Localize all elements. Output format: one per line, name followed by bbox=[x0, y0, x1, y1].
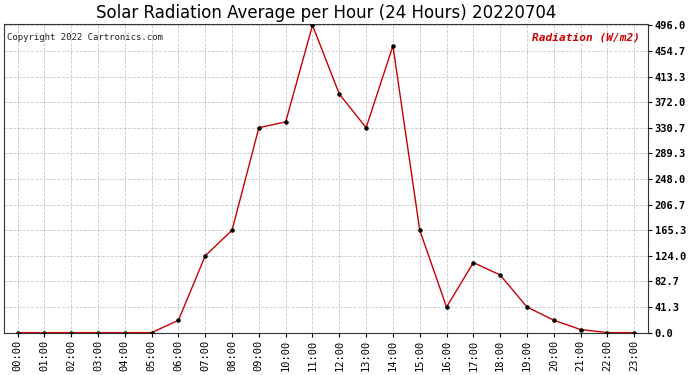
Text: Copyright 2022 Cartronics.com: Copyright 2022 Cartronics.com bbox=[8, 33, 164, 42]
Title: Solar Radiation Average per Hour (24 Hours) 20220704: Solar Radiation Average per Hour (24 Hou… bbox=[96, 4, 556, 22]
Text: Radiation (W/m2): Radiation (W/m2) bbox=[532, 33, 640, 43]
